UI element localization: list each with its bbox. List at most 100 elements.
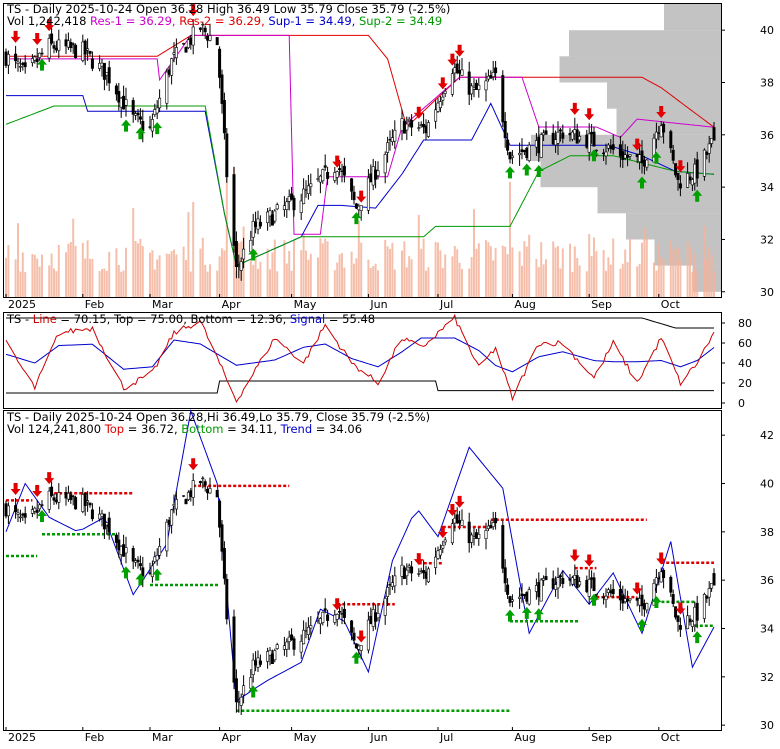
trend-candle-body (371, 609, 375, 627)
trend-candle-body (282, 645, 286, 650)
trend-candle-body (422, 570, 426, 574)
sell-signal-arrow (10, 483, 21, 496)
volume-bar (321, 243, 324, 297)
price-candle-body (249, 240, 253, 253)
volume-bar (705, 259, 708, 297)
trend-candle-body (710, 583, 714, 589)
price-candle-body (98, 62, 102, 69)
sell-signal-arrow (332, 155, 343, 168)
volume-bar (576, 258, 579, 297)
volume-bar (621, 263, 624, 297)
volume-bar (525, 246, 528, 297)
volume-bar (569, 243, 571, 297)
x-tick-label: 2025 (8, 731, 36, 744)
trend-candle-body (172, 504, 176, 507)
buy-signal-arrow (692, 631, 703, 644)
price-candle-body (710, 138, 714, 144)
price-candle-body (376, 170, 380, 177)
trend-candle-body (182, 495, 186, 497)
price-panel-y-axis: 40 38 36 34 32 30 (721, 24, 774, 299)
price-candle-body (266, 211, 270, 223)
trend-candle-body (609, 590, 613, 594)
trend-candle-body (534, 585, 538, 592)
trend-candle-body (578, 581, 582, 586)
price-candle-body (71, 43, 75, 45)
volume-bar (36, 258, 39, 297)
trend-candle-body (6, 505, 10, 517)
price-candle-body (323, 165, 327, 168)
trend-candle-body (232, 616, 236, 683)
trend-candle-body (494, 517, 498, 524)
y-tick-label: 34 (760, 623, 774, 636)
volume-bar (67, 243, 70, 297)
price-panel-x-axis: 2025 Feb Mar Apr May Jun Jul Aug Sep Oct (5, 294, 681, 311)
trend-candle-body (551, 578, 555, 589)
volume-bar (360, 242, 363, 297)
price-candle-body (83, 40, 87, 55)
trend-candle-body (402, 567, 406, 580)
y-tick-label: 38 (760, 76, 774, 89)
price-candle-body (554, 139, 558, 146)
price-candle-body (568, 133, 572, 136)
trend-candle-body (676, 615, 680, 622)
y-tick-label: 40 (738, 357, 752, 370)
x-tick-label: Mar (152, 298, 173, 311)
trend-candle-body (556, 577, 560, 589)
trend-candle-body (575, 575, 579, 589)
x-tick-label: Oct (661, 298, 681, 311)
price-candle-body (203, 27, 207, 33)
volume-bar (182, 246, 185, 297)
price-candle-body (671, 149, 675, 161)
volume-bar (17, 223, 19, 297)
price-candle-body (225, 133, 229, 178)
price-candle-body (275, 204, 279, 210)
price-candle-body (258, 221, 262, 227)
trend-candle-body (57, 492, 61, 503)
trend-candle-body (626, 598, 630, 602)
trend-candle-body (455, 514, 459, 524)
volume-bar (626, 262, 629, 297)
volume-bar (427, 267, 430, 297)
volume-bar (199, 248, 202, 297)
trend-candle-body (618, 588, 622, 601)
volume-bar (168, 254, 171, 297)
header-segment: Vol 1,242,418 (7, 14, 90, 28)
volume-bar (585, 271, 588, 297)
price-candle-body (14, 53, 18, 62)
trend-candle-body (170, 509, 174, 526)
header-segment: Top (104, 422, 124, 436)
price-candle-body (534, 140, 538, 148)
volume-bar (357, 220, 360, 297)
trend-candle-body (234, 678, 238, 703)
trend-candle-body (352, 632, 356, 641)
price-candle-body (556, 131, 560, 144)
trend-candle-body (98, 513, 102, 520)
volume-bar (336, 262, 339, 297)
header-segment: Signal (290, 312, 325, 326)
volume-bar (98, 271, 101, 297)
trend-candle-body (434, 556, 438, 568)
volume-bar (456, 249, 459, 297)
y-tick-label: 30 (760, 719, 774, 732)
volume-bar (153, 269, 156, 297)
trend-candle-body (623, 598, 627, 602)
price-candle-body (369, 173, 373, 183)
price-candle-body (33, 56, 37, 61)
volume-bar (609, 264, 612, 297)
price-candle-body (318, 175, 322, 183)
trend-candle-body (537, 581, 541, 598)
trend-candle-body (354, 643, 358, 649)
price-candle-body (222, 100, 226, 134)
sell-signal-arrow (632, 582, 643, 595)
price-candle-body (242, 248, 246, 260)
price-candle-body (285, 201, 289, 210)
volume-bar (545, 259, 547, 297)
trend-candle-body (266, 651, 270, 662)
trend-candle-body (131, 548, 135, 562)
price-candle-body (191, 26, 195, 46)
price-candle-body (460, 69, 464, 76)
volume-bar (686, 240, 689, 297)
price-candle-body (18, 66, 22, 68)
trend-candle-body (671, 594, 675, 605)
volume-bar (317, 257, 319, 297)
